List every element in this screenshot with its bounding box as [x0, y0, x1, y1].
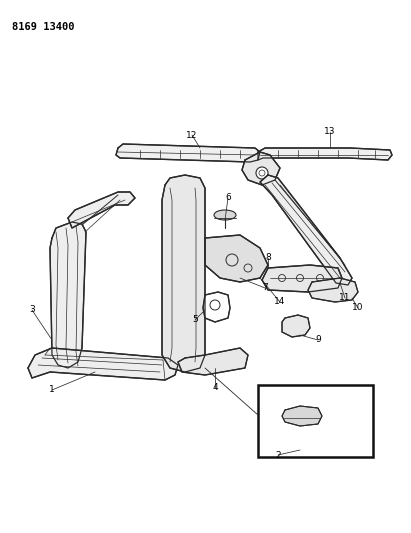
Text: 14: 14 — [274, 297, 286, 306]
Polygon shape — [205, 235, 268, 282]
Text: 13: 13 — [324, 127, 336, 136]
Text: 6: 6 — [225, 193, 231, 203]
Polygon shape — [262, 265, 342, 292]
Polygon shape — [68, 192, 135, 228]
Polygon shape — [178, 348, 248, 375]
Ellipse shape — [214, 210, 236, 220]
Polygon shape — [308, 278, 358, 302]
Text: 11: 11 — [339, 294, 351, 303]
Polygon shape — [50, 222, 86, 368]
Text: 3: 3 — [29, 305, 35, 314]
Bar — [258, 385, 373, 457]
Polygon shape — [162, 175, 205, 372]
Polygon shape — [28, 348, 178, 380]
Text: 5: 5 — [192, 316, 198, 325]
Text: 8: 8 — [265, 254, 271, 262]
Polygon shape — [282, 406, 322, 426]
Text: 4: 4 — [212, 384, 218, 392]
Text: 8169 13400: 8169 13400 — [12, 22, 74, 32]
Text: 2: 2 — [275, 450, 281, 459]
Polygon shape — [116, 144, 260, 162]
Polygon shape — [282, 315, 310, 337]
Text: 12: 12 — [186, 131, 198, 140]
Polygon shape — [260, 175, 352, 285]
Text: 1: 1 — [49, 385, 55, 394]
Polygon shape — [258, 148, 392, 160]
Polygon shape — [242, 152, 280, 185]
Text: 7: 7 — [262, 284, 268, 293]
Circle shape — [256, 167, 268, 179]
Text: 9: 9 — [315, 335, 321, 344]
Text: 10: 10 — [352, 303, 364, 312]
Polygon shape — [203, 292, 230, 322]
